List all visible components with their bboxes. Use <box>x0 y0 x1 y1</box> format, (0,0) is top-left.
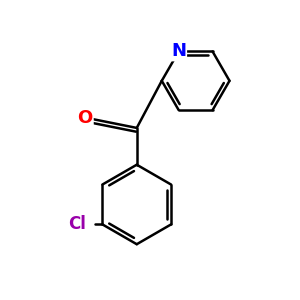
Text: O: O <box>78 109 93 127</box>
Text: Cl: Cl <box>68 215 86 233</box>
Text: N: N <box>171 43 186 61</box>
